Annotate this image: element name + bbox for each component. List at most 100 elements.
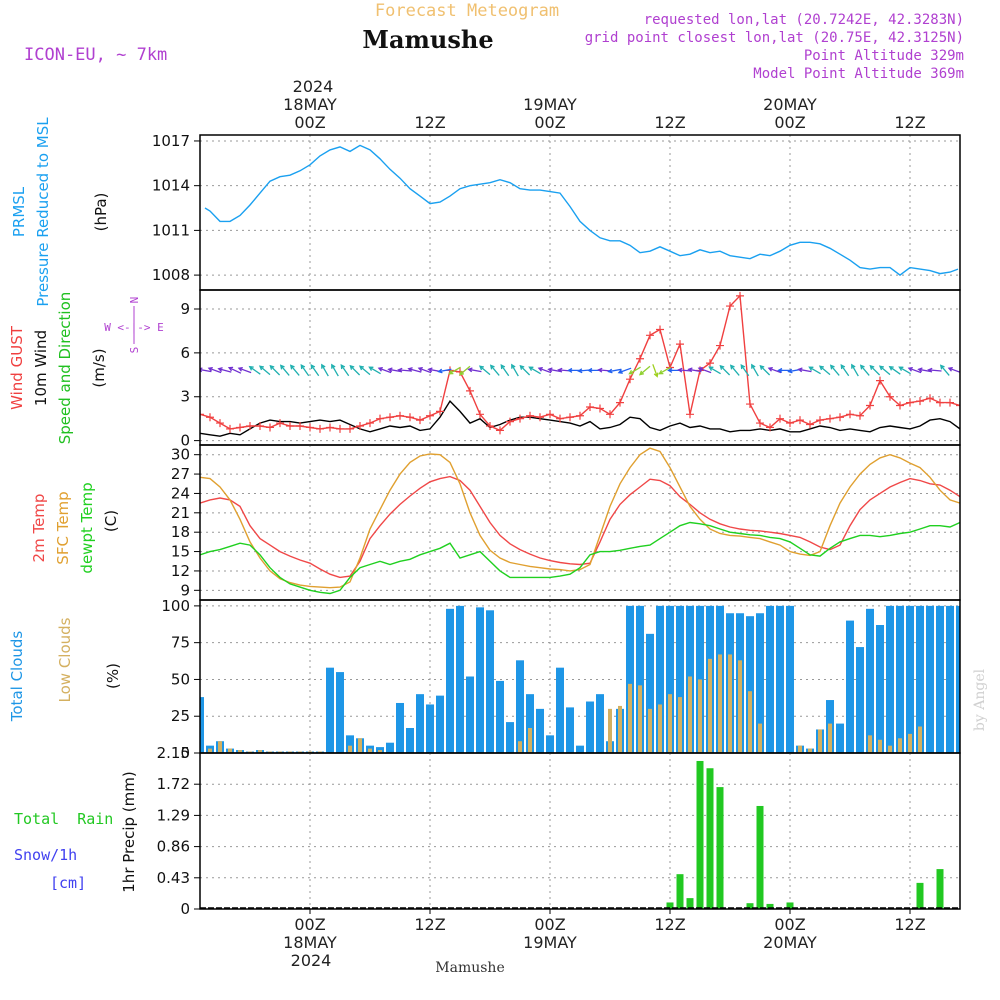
prmsl-label: PRMSL xyxy=(10,186,28,237)
low-clouds-bar xyxy=(888,745,892,753)
total-clouds-bar xyxy=(446,608,454,753)
y-tick-label: 18 xyxy=(171,523,190,541)
wind-arrow xyxy=(358,365,371,376)
gust-marker xyxy=(576,411,584,420)
model-altitude: Model Point Altitude 369m xyxy=(753,66,964,82)
gust-marker xyxy=(636,354,644,363)
total-clouds-bar xyxy=(486,610,494,753)
wind-arrow xyxy=(467,367,482,373)
low-clouds-bar xyxy=(528,727,532,753)
panel-frame xyxy=(199,134,961,291)
gust-marker xyxy=(516,414,524,423)
plot-area-clouds xyxy=(200,605,960,753)
gust-marker xyxy=(206,413,214,422)
total-clouds-bar xyxy=(506,722,514,753)
wind-arrow xyxy=(687,367,702,373)
total-clouds-bar xyxy=(556,667,564,753)
wind-arrow xyxy=(797,367,812,373)
low-clouds-bar xyxy=(748,691,752,753)
total-clouds-bar xyxy=(326,667,334,753)
gust-marker xyxy=(626,375,634,384)
wind-arrow xyxy=(898,366,911,375)
sfc-temp-label: SFC Temp xyxy=(54,491,72,564)
total-clouds-bar xyxy=(586,701,594,753)
wind-arrow xyxy=(519,364,531,376)
total-clouds-bar xyxy=(456,605,464,753)
low-clouds-bar xyxy=(808,748,812,753)
rain-bar xyxy=(916,882,924,909)
gust-marker xyxy=(336,424,344,433)
model-label: ICON-EU, ~ 7km xyxy=(24,45,167,65)
gust-marker xyxy=(366,419,374,428)
total-clouds-bar xyxy=(946,605,954,753)
total-clouds-bar xyxy=(666,605,674,753)
total-clouds-bar xyxy=(496,680,504,753)
gust-marker xyxy=(236,423,244,432)
panel-wind: 0 3 6 9 xyxy=(180,289,961,450)
total-clouds-bar xyxy=(846,620,854,753)
total-clouds-bar xyxy=(786,605,794,753)
gust-marker xyxy=(746,400,754,409)
total-clouds-bar xyxy=(386,742,394,753)
y-tick-label: 0 xyxy=(180,432,190,450)
day-label-top: 20MAY xyxy=(763,95,817,114)
wind-arrow xyxy=(947,366,960,373)
wind-arrow xyxy=(331,363,339,377)
gust-marker xyxy=(556,414,564,423)
gust-marker xyxy=(386,413,394,422)
total-clouds-bar xyxy=(656,605,664,753)
gust-marker xyxy=(606,410,614,419)
wind-arrow xyxy=(628,366,641,375)
gust-marker xyxy=(546,410,554,419)
wind-arrow xyxy=(528,366,541,375)
wind-arrow xyxy=(818,365,831,376)
cloud-side-labels: Total Clouds Low Clouds (%) xyxy=(8,617,122,722)
total-rain-label: Total Rain xyxy=(14,810,113,828)
rain-bar xyxy=(786,902,794,909)
low-clouds-bar xyxy=(348,745,352,753)
wind-arrow xyxy=(248,365,261,375)
total-clouds-bar xyxy=(926,605,934,753)
point-altitude: Point Altitude 329m xyxy=(804,48,964,64)
total-clouds-bar xyxy=(546,735,554,753)
low-clouds-bar xyxy=(718,654,722,753)
day-label-top: 19MAY xyxy=(523,95,577,114)
total-clouds-bar xyxy=(936,605,944,753)
low-clouds-bar xyxy=(908,733,912,753)
wind-arrow xyxy=(537,366,552,374)
gust-marker xyxy=(886,392,894,401)
gust-marker xyxy=(406,413,414,422)
low-clouds-bar xyxy=(668,694,672,753)
gust-marker xyxy=(486,421,494,430)
low-clouds-bar xyxy=(678,697,682,753)
y-tick-label: 6 xyxy=(180,344,190,362)
y-tick-label: 30 xyxy=(171,446,190,464)
compass-north: N xyxy=(128,297,141,304)
time-tick-label-top: 12Z xyxy=(414,113,445,132)
low-clouds-bar xyxy=(918,726,922,753)
wind-arrow xyxy=(888,365,901,375)
plot-area-precip xyxy=(200,760,960,909)
wind-arrow xyxy=(321,363,329,377)
y-tick-label: 12 xyxy=(171,562,190,580)
gust-marker xyxy=(786,419,794,428)
y-tick-label: 24 xyxy=(171,484,190,502)
y-tick-label: 1.29 xyxy=(157,806,190,824)
low-clouds-bar xyxy=(618,705,622,753)
gust-marker xyxy=(806,420,814,429)
total-clouds-bar xyxy=(466,676,474,753)
wind-arrow xyxy=(227,366,242,374)
low-clouds-bar xyxy=(368,748,372,753)
dewpt-label: dewpt Temp xyxy=(78,482,96,573)
gust-marker xyxy=(216,419,224,428)
wind-arrow xyxy=(907,366,922,374)
low-clouds-bar xyxy=(758,723,762,753)
rain-bar xyxy=(666,902,674,909)
series-line-dewpt-temp xyxy=(200,521,960,595)
wind-arrow xyxy=(500,363,510,377)
low-clouds-bar xyxy=(878,739,882,753)
gust-marker xyxy=(436,407,444,416)
total-clouds-bar xyxy=(776,605,784,753)
wind-arrow xyxy=(397,367,412,373)
y-tick-label: 27 xyxy=(171,465,190,483)
